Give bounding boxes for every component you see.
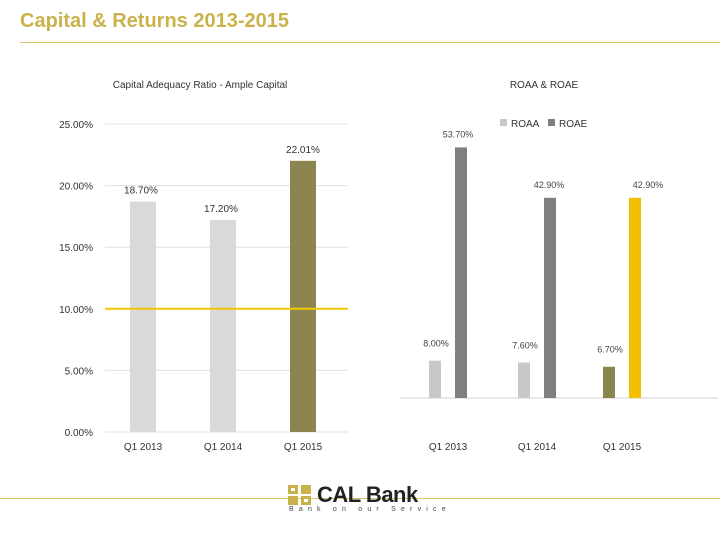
chart-title: Capital Adequacy Ratio - Ample Capital [113,80,288,91]
data-label: 6.70% [597,345,623,355]
cal-bank-emblem-icon [288,485,311,505]
bar [290,160,316,432]
data-label: 18.70% [124,186,158,197]
bar [130,201,156,432]
capital-adequacy-chart: Capital Adequacy Ratio - Ample Capital 0.… [59,80,348,453]
y-tick-label: 0.00% [65,428,93,439]
bar [629,197,641,398]
brand-tagline: Bank on our Service [289,506,451,513]
legend-swatch [548,119,555,126]
bar [603,366,615,398]
bar [429,360,441,398]
x-tick-label: Q1 2014 [518,442,557,453]
data-label: 53.70% [443,129,474,139]
y-tick-label: 20.00% [59,182,93,193]
chart-title: ROAA & ROAE [510,80,579,91]
data-label: 8.00% [423,339,449,349]
x-tick-label: Q1 2014 [204,442,243,453]
x-tick-label: Q1 2015 [603,442,642,453]
x-tick-label: Q1 2013 [429,442,468,453]
y-tick-label: 5.00% [65,366,93,377]
legend-swatch [500,119,507,126]
data-label: 42.90% [633,180,664,190]
y-tick-label: 15.00% [59,243,93,254]
bar [518,362,530,398]
bar [544,197,556,398]
x-tick-label: Q1 2013 [124,442,163,453]
data-label: 17.20% [204,204,238,215]
data-label: 42.90% [534,180,565,190]
footer-divider [0,498,720,499]
x-tick-label: Q1 2015 [284,442,323,453]
title-divider [20,42,720,43]
cal-bank-logo: CAL Bank Bank on our Service [287,482,446,518]
bar [455,147,467,398]
data-label: 22.01% [286,145,320,156]
legend-label: ROAA [511,119,540,130]
brand-name: CAL Bank [317,482,418,507]
roaa-roae-chart: ROAA & ROAE ROAA ROAE 8.00% 53.70% Q1 2013 7.6… [400,80,718,453]
data-label: 7.60% [512,341,538,351]
legend-label: ROAE [559,119,588,130]
page-title: Capital & Returns 2013-2015 [20,10,290,32]
y-tick-label: 10.00% [59,305,93,316]
y-tick-label: 25.00% [59,120,93,131]
bar [210,220,236,432]
